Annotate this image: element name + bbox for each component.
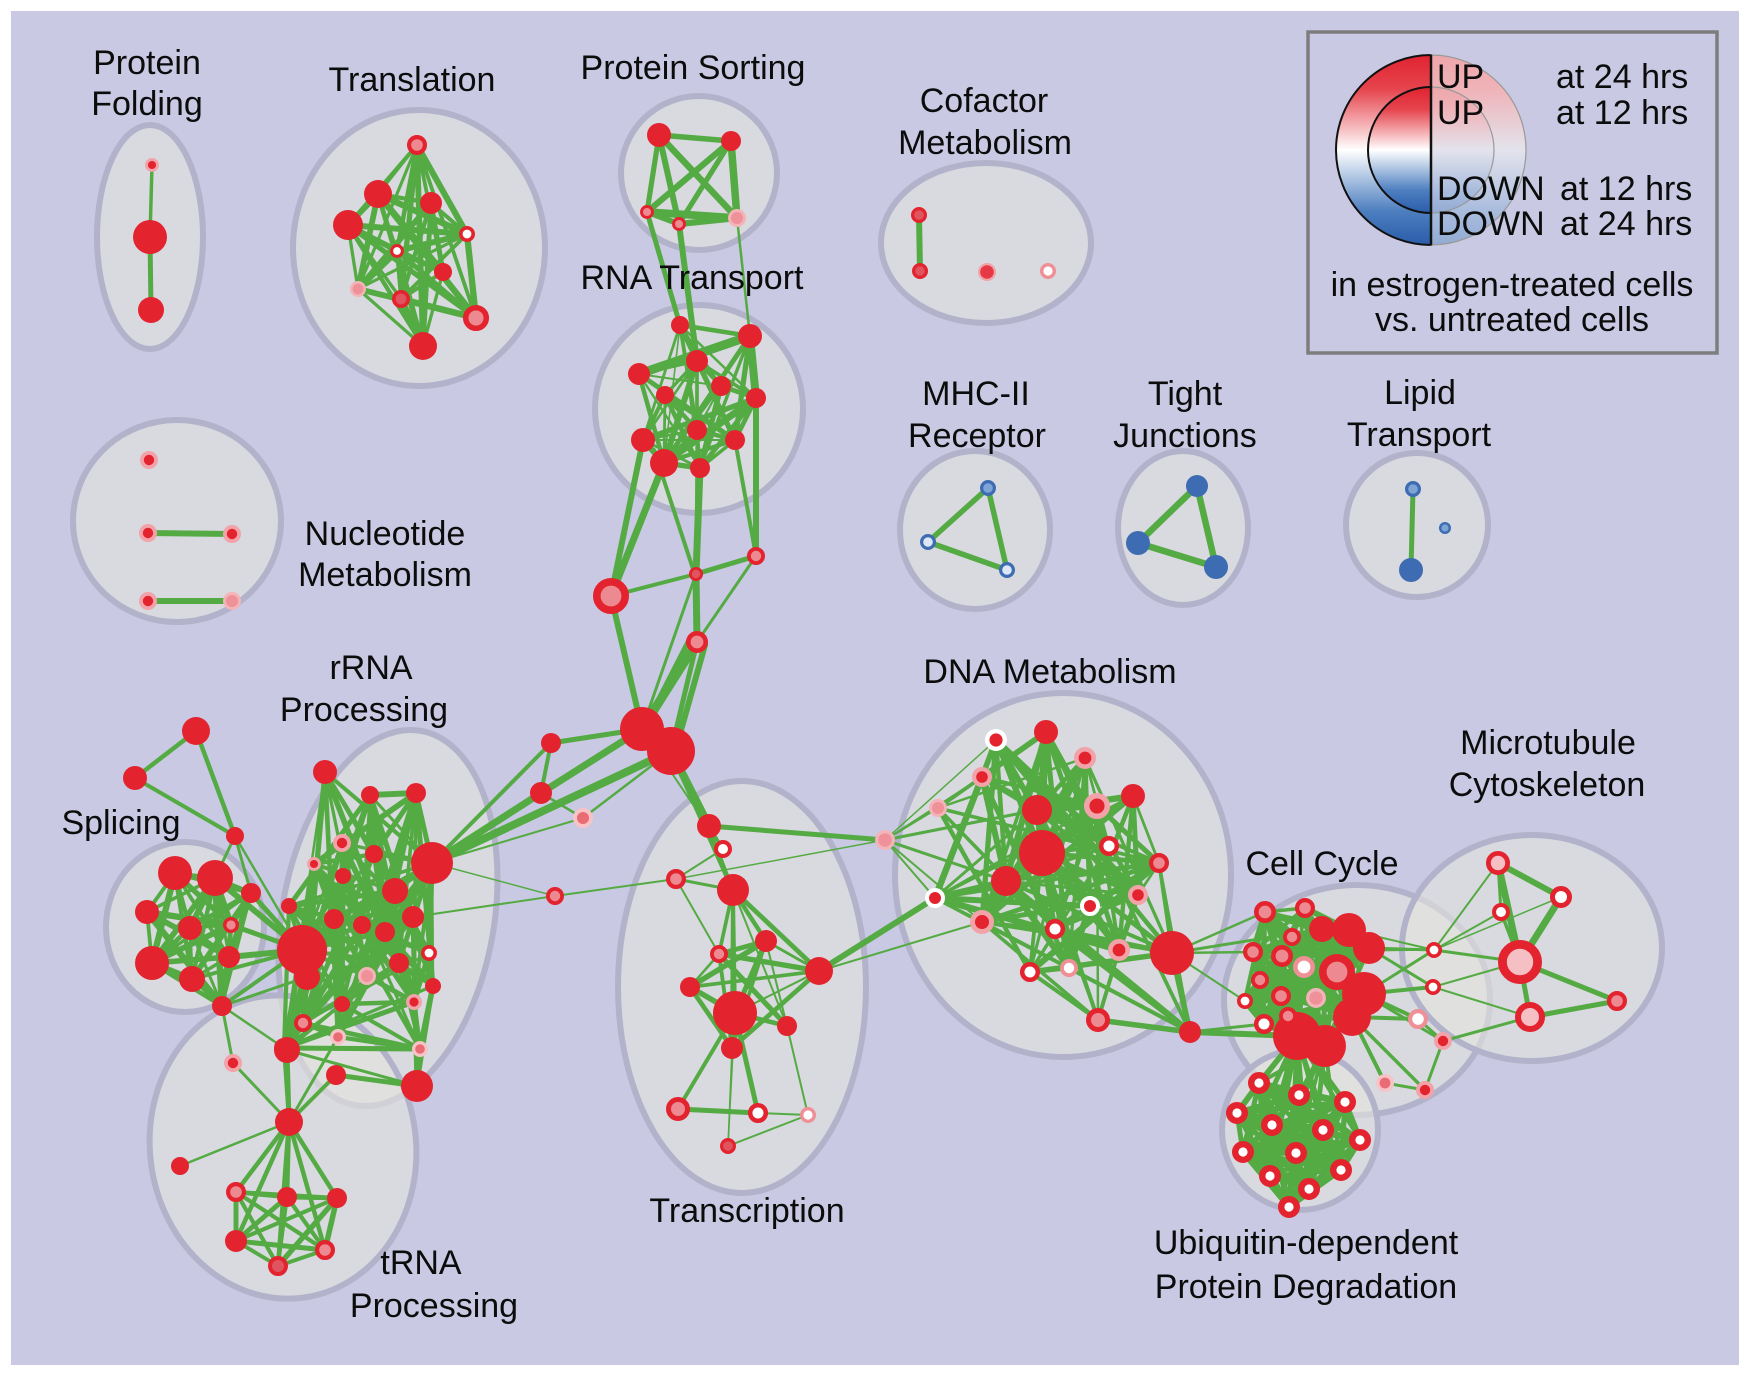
svg-text:Processing: Processing <box>280 691 448 729</box>
svg-text:at 12 hrs: at 12 hrs <box>1560 170 1692 208</box>
svg-text:Metabolism: Metabolism <box>898 124 1072 162</box>
svg-text:Protein Sorting: Protein Sorting <box>581 49 806 87</box>
svg-text:DNA Metabolism: DNA Metabolism <box>923 653 1176 691</box>
svg-text:at 24 hrs: at 24 hrs <box>1556 58 1688 96</box>
svg-text:Lipid: Lipid <box>1384 374 1456 412</box>
svg-text:Nucleotide: Nucleotide <box>305 515 466 553</box>
svg-text:RNA Transport: RNA Transport <box>581 259 805 297</box>
svg-text:at 12 hrs: at 12 hrs <box>1556 94 1688 132</box>
svg-text:DOWN: DOWN <box>1437 205 1545 243</box>
svg-text:Receptor: Receptor <box>908 417 1046 455</box>
svg-text:Cell Cycle: Cell Cycle <box>1245 845 1398 883</box>
svg-text:Transcription: Transcription <box>649 1192 844 1230</box>
svg-text:MHC-II: MHC-II <box>922 375 1030 413</box>
svg-text:tRNA: tRNA <box>380 1244 462 1282</box>
svg-text:vs. untreated cells: vs. untreated cells <box>1375 301 1649 339</box>
svg-text:rRNA: rRNA <box>329 649 412 687</box>
svg-text:Microtubule: Microtubule <box>1460 724 1636 762</box>
svg-text:Folding: Folding <box>91 85 203 123</box>
svg-text:Splicing: Splicing <box>61 804 180 842</box>
svg-text:in estrogen-treated cells: in estrogen-treated cells <box>1331 266 1694 304</box>
svg-text:Transport: Transport <box>1347 416 1492 454</box>
svg-text:Processing: Processing <box>350 1287 518 1325</box>
svg-text:UP: UP <box>1437 94 1484 132</box>
svg-text:Metabolism: Metabolism <box>298 556 472 594</box>
svg-text:Cofactor: Cofactor <box>920 82 1049 120</box>
svg-text:Protein: Protein <box>93 44 201 82</box>
svg-text:Junctions: Junctions <box>1113 417 1257 455</box>
svg-text:Protein Degradation: Protein Degradation <box>1155 1268 1457 1306</box>
svg-text:at 24 hrs: at 24 hrs <box>1560 205 1692 243</box>
svg-text:UP: UP <box>1437 58 1484 96</box>
svg-text:Cytoskeleton: Cytoskeleton <box>1449 766 1646 804</box>
svg-text:DOWN: DOWN <box>1437 170 1545 208</box>
svg-text:Tight: Tight <box>1148 375 1223 413</box>
svg-text:Ubiquitin-dependent: Ubiquitin-dependent <box>1154 1224 1459 1262</box>
svg-text:Translation: Translation <box>329 61 496 99</box>
